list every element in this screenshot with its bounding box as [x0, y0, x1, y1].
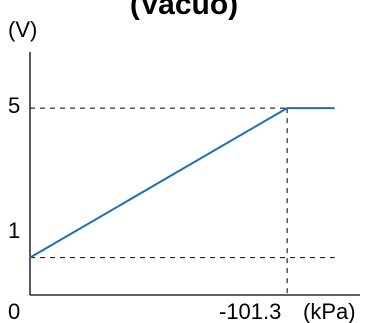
origin-label: 0 [8, 299, 20, 323]
y-tick-label-5: 5 [8, 93, 20, 118]
series-line [29, 107, 335, 259]
x-axis-unit-label: (kPa) [303, 299, 356, 323]
y-tick-label-1: 1 [8, 218, 20, 243]
x-tick-label: -101.3 [219, 299, 281, 323]
y-axis-label: (V) [8, 17, 37, 42]
chart-title: (Vacuo) [130, 0, 238, 21]
